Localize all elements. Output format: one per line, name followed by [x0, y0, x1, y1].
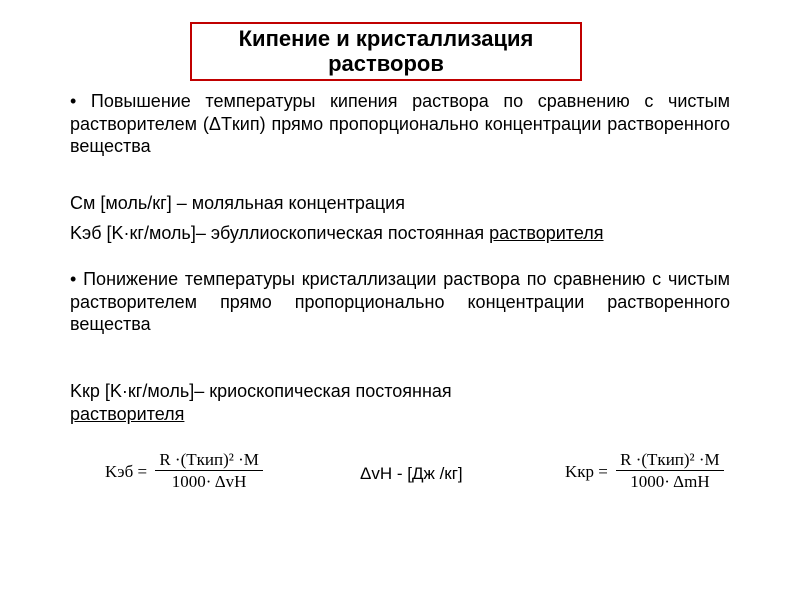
- dvh-units: ΔvH - [Дж /кг]: [360, 464, 463, 484]
- eq1-numerator: R ·(Tкип)² ·M: [155, 450, 263, 471]
- keb-underlined: растворителя: [489, 223, 603, 243]
- eq3-numerator: R ·(Tкип)² ·M: [616, 450, 724, 471]
- cm-definition: Cм [моль/кг] – моляльная концентрация: [70, 192, 730, 215]
- kkr-underlined: растворителя: [70, 404, 184, 424]
- keb-definition: Kэб [K·кг/моль]– эбуллиоскопическая пост…: [70, 222, 740, 245]
- eq3-lhs: Kкр: [565, 462, 594, 481]
- eq3-denominator: 1000· ΔmH: [616, 471, 724, 493]
- ebullioscopic-constant-formula: Kэб = R ·(Tкип)² ·M 1000· ΔvH: [105, 450, 263, 493]
- boiling-paragraph: • Повышение температуры кипения раствора…: [70, 90, 730, 158]
- keb-text: Kэб [K·кг/моль]– эбуллиоскопическая пост…: [70, 223, 489, 243]
- kkr-text: Kкр [K·кг/моль]– криоскопическая постоян…: [70, 381, 452, 401]
- cryst-paragraph: • Понижение температуры кристаллизации р…: [70, 268, 730, 336]
- kkr-definition: Kкр [K·кг/моль]– криоскопическая постоян…: [70, 380, 730, 425]
- slide: Кипение и кристаллизация растворов ΔTкип…: [0, 0, 800, 600]
- eq1-denominator: 1000· ΔvH: [155, 471, 263, 493]
- cryoscopic-constant-formula: Kкр = R ·(Tкип)² ·M 1000· ΔmH: [565, 450, 724, 493]
- slide-title: Кипение и кристаллизация растворов: [190, 22, 582, 81]
- eq1-lhs: Kэб: [105, 462, 133, 481]
